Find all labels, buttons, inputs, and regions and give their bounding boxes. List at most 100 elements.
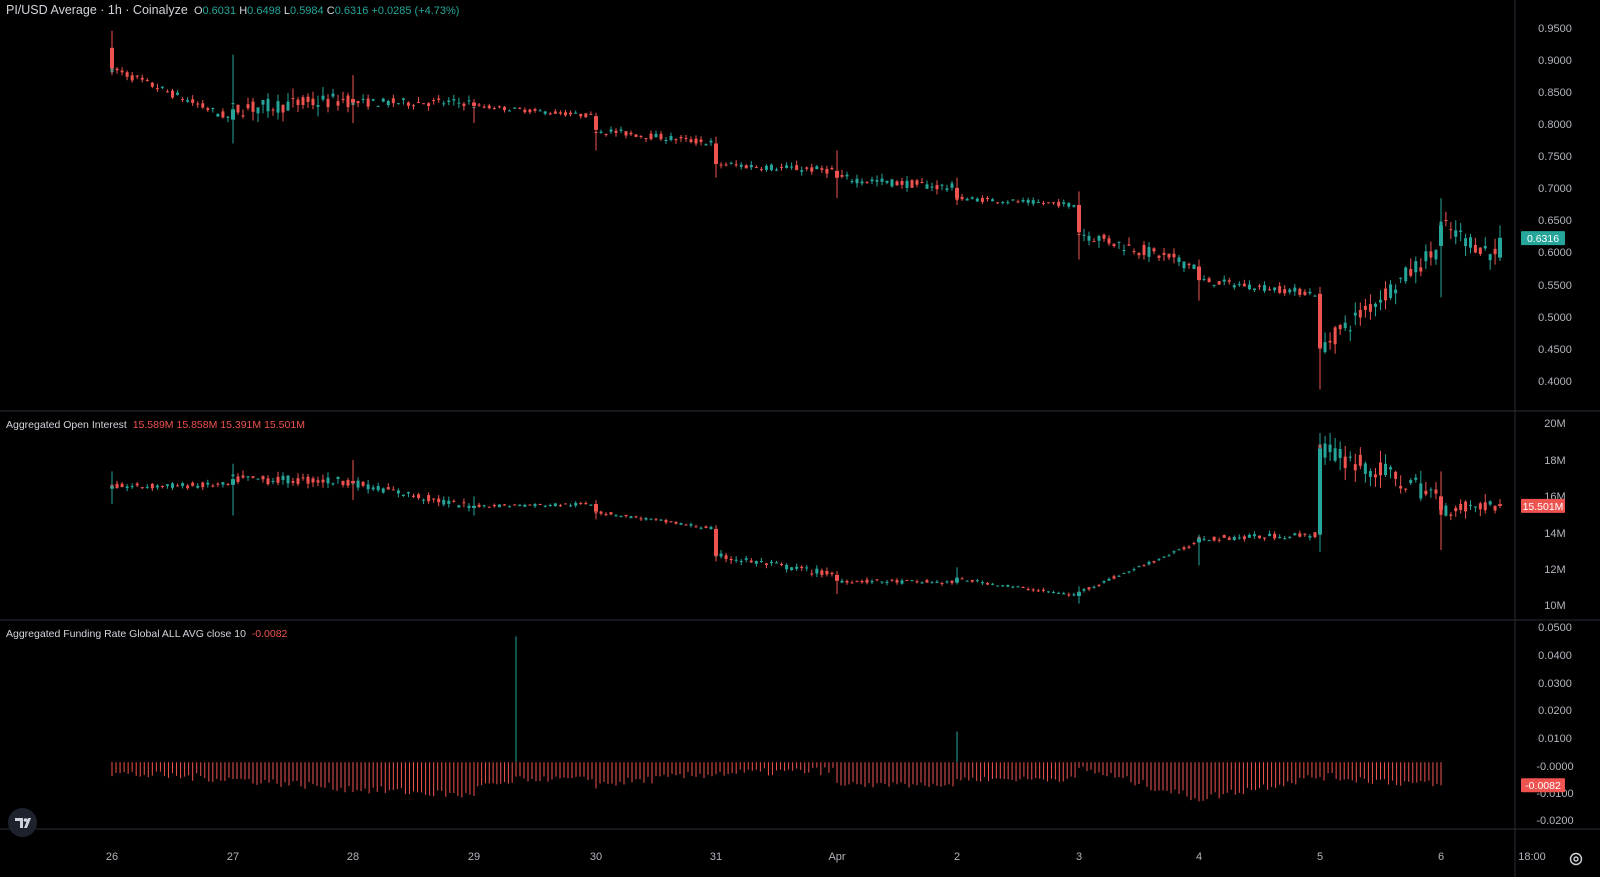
y-tick-label: -0.0000 xyxy=(1536,761,1573,773)
candle-body xyxy=(875,579,879,581)
candle-body xyxy=(346,95,350,108)
candle-body xyxy=(775,562,778,564)
candle-body xyxy=(1293,533,1297,536)
candle-body xyxy=(1348,456,1352,458)
candle-body xyxy=(518,504,522,507)
candle-body xyxy=(351,481,355,483)
candle-body xyxy=(1498,237,1502,258)
tradingview-logo-icon[interactable] xyxy=(8,808,37,837)
candle-body xyxy=(241,115,245,117)
candle-body xyxy=(1308,291,1312,294)
candle-body xyxy=(1067,203,1071,207)
candle-body xyxy=(1187,546,1191,548)
candle-body xyxy=(986,583,989,585)
candle-body xyxy=(442,499,446,505)
candle-body xyxy=(1122,249,1126,251)
candle-body xyxy=(1097,236,1101,241)
candle-body xyxy=(311,98,315,106)
candle-body xyxy=(790,166,794,168)
candle-body xyxy=(437,498,441,503)
candle-body xyxy=(890,179,894,187)
y-tick-label: 0.6500 xyxy=(1538,215,1572,227)
candle-body xyxy=(825,570,829,575)
candle-body xyxy=(1343,456,1347,469)
candle-body xyxy=(165,91,169,93)
candle-body xyxy=(975,198,979,202)
low-value: 0.5984 xyxy=(290,5,324,17)
candle-body xyxy=(497,504,501,508)
candle-body xyxy=(482,505,486,507)
candle-body xyxy=(1072,594,1076,596)
candle-body xyxy=(810,573,814,575)
candle-body xyxy=(361,481,365,486)
candle-body xyxy=(1207,540,1211,542)
candle-body xyxy=(1237,284,1241,286)
candle-body xyxy=(221,482,225,485)
candle-body xyxy=(467,100,471,102)
candle-body xyxy=(447,500,451,504)
candle-body xyxy=(1177,257,1181,263)
candle-body xyxy=(855,580,859,582)
candle-body xyxy=(945,188,949,190)
candle-body xyxy=(1353,464,1357,471)
candle-body xyxy=(830,167,834,170)
candle-body xyxy=(664,140,668,142)
candle-body xyxy=(624,131,628,136)
candle-body xyxy=(935,581,939,583)
candle-body xyxy=(115,68,119,71)
candle-body xyxy=(599,131,603,133)
candle-body xyxy=(639,518,643,520)
candle-body xyxy=(1429,489,1433,491)
candle-body xyxy=(1469,505,1472,507)
candle-body xyxy=(1439,496,1443,510)
candle-body xyxy=(1026,199,1030,203)
candle-body xyxy=(634,516,638,518)
candle-body xyxy=(1298,533,1302,537)
oi-close-value: 15.501M xyxy=(264,419,305,431)
candle-body xyxy=(1102,234,1106,239)
candle-body xyxy=(341,98,345,100)
y-tick-label: 0.5000 xyxy=(1538,312,1572,324)
candle-body xyxy=(1187,263,1191,266)
candle-body xyxy=(1384,463,1388,476)
candle-body xyxy=(1167,555,1171,557)
candle-body xyxy=(845,174,849,177)
candle-body xyxy=(1303,291,1307,295)
funding-title[interactable]: Aggregated Funding Rate Global ALL AVG c… xyxy=(6,628,246,640)
candle-body xyxy=(401,98,405,100)
gear-icon[interactable] xyxy=(1567,850,1585,868)
candle-body xyxy=(1207,278,1211,283)
last-value-label: -0.0082 xyxy=(1525,780,1561,792)
candle-body xyxy=(810,167,814,172)
candle-body xyxy=(664,520,668,523)
candle-body xyxy=(211,108,215,110)
candle-body xyxy=(1142,245,1146,256)
candle-body xyxy=(684,137,688,139)
candle-body xyxy=(1399,277,1403,279)
x-tick-label: 28 xyxy=(347,851,359,863)
candle-body xyxy=(1328,444,1332,453)
candle-body xyxy=(1419,267,1423,272)
candle-body xyxy=(1242,283,1246,287)
candle-body xyxy=(1454,507,1458,512)
y-tick-label: 0.0300 xyxy=(1538,678,1572,690)
oi-title[interactable]: Aggregated Open Interest xyxy=(6,419,127,431)
candle-body xyxy=(1057,201,1061,207)
candle-body xyxy=(1363,305,1367,310)
candle-body xyxy=(599,511,603,514)
candle-body xyxy=(1052,202,1056,204)
candle-body xyxy=(1132,569,1136,571)
candle-body xyxy=(1273,533,1277,539)
candle-body xyxy=(316,480,320,483)
candle-body xyxy=(1283,289,1287,294)
y-tick-label: 14M xyxy=(1544,528,1565,540)
candle-body xyxy=(584,113,588,118)
candle-body xyxy=(1162,556,1166,558)
candle-body xyxy=(930,581,934,583)
candle-body xyxy=(925,184,929,189)
candle-body xyxy=(176,92,180,95)
open-value: 0.6031 xyxy=(202,5,237,17)
symbol-title[interactable]: PI/USD Average · 1h · Coinalyze xyxy=(6,3,188,17)
candle-body xyxy=(980,582,984,584)
